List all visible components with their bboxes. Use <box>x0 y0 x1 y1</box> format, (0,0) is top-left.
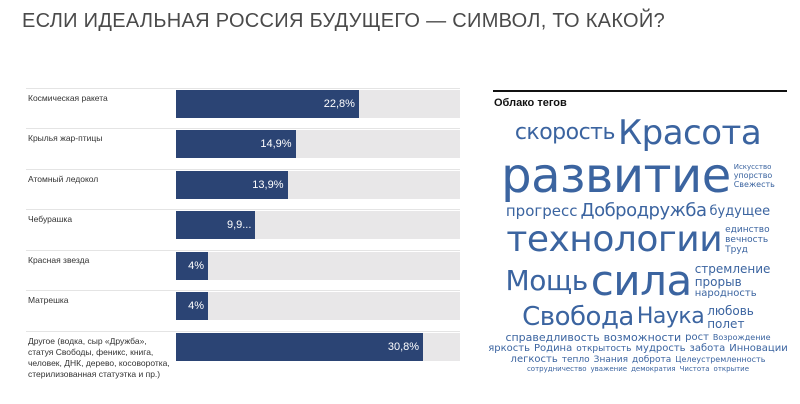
tag-word: возможности <box>603 331 682 344</box>
tag-word: единство <box>725 224 770 235</box>
tag-cloud-row: развитие Искусство упорство Свежесть <box>488 152 788 200</box>
bar-track: 22,8% <box>176 90 460 118</box>
data-label: 9,9... <box>226 219 252 231</box>
tag-word: народность <box>694 288 757 299</box>
category-label: Космическая ракета <box>28 93 108 103</box>
tag-cloud-row: прогресс Добродружба будущее <box>488 202 788 220</box>
tag-cloud-row: справедливость возможности рост Возрожде… <box>488 332 788 373</box>
bar-track: 4% <box>176 292 460 320</box>
tag-word: скорость <box>514 120 616 145</box>
category-label: Красная звезда <box>28 255 90 265</box>
tag-cloud-column: любовь полет <box>707 305 754 330</box>
bar: 4% <box>176 292 209 320</box>
data-label: 30,8% <box>387 341 420 353</box>
tag-word: мудрость <box>635 343 686 354</box>
tag-word: развитие <box>501 148 731 204</box>
tag-cloud-title: Облако тегов <box>494 97 567 109</box>
bar-row: Матрешка 4% <box>26 290 460 320</box>
data-label: 4% <box>188 260 205 272</box>
tag-word: сотрудничество <box>526 365 587 373</box>
tag-cloud-column: единство вечность Труд <box>725 224 770 255</box>
category-label: Матрешка <box>28 295 69 305</box>
bar-row: Атомный ледокол 13,9% <box>26 169 460 199</box>
tag-word: технологии <box>506 219 723 260</box>
category-label: Чебурашка <box>28 214 73 224</box>
tag-word: тепло <box>561 354 590 365</box>
bar-row: Красная звезда 4% <box>26 250 460 280</box>
tag-cloud-row: Мощь сила стремление прорыв народность <box>488 260 788 302</box>
tag-word: забота <box>689 343 726 354</box>
tag-word: уважение <box>590 365 628 373</box>
tag-word: прорыв <box>694 275 742 289</box>
data-label: 4% <box>188 300 205 312</box>
tag-word: стремление <box>694 262 771 276</box>
tag-word: Чистота <box>679 365 710 373</box>
tag-word: Свобода <box>522 302 634 332</box>
tag-word: Родина <box>534 343 573 354</box>
tag-word: сила <box>590 256 692 305</box>
tag-word: легкость <box>510 354 558 365</box>
tag-word: Добродружба <box>580 200 707 221</box>
tag-cloud-column: стремление прорыв народность <box>695 263 771 299</box>
tag-word: Искусство <box>733 162 772 171</box>
tag-cloud-row: скорость Красота <box>488 116 788 150</box>
category-label: Крылья жар-птицы <box>28 133 103 143</box>
tag-word: доброта <box>632 354 672 365</box>
page-title: ЕСЛИ ИДЕАЛЬНАЯ РОССИЯ БУДУЩЕГО — СИМВОЛ,… <box>22 10 666 32</box>
bar-row: Космическая ракета 22,8% <box>26 88 460 118</box>
bar-row: Чебурашка 9,9... <box>26 209 460 239</box>
bar: 13,9% <box>176 171 288 199</box>
bar: 22,8% <box>176 90 359 118</box>
tag-cloud: скорость Красота развитие Искусство упор… <box>488 116 788 373</box>
bar-track: 30,8% <box>176 333 460 361</box>
tag-word: Мощь <box>505 264 589 297</box>
tag-word: открытие <box>713 365 750 373</box>
tag-word: полет <box>707 316 745 331</box>
bar: 14,9% <box>176 130 296 158</box>
divider <box>493 90 787 92</box>
bar: 9,9... <box>176 211 256 239</box>
tag-word: будущее <box>709 203 771 219</box>
bar-track: 4% <box>176 252 460 280</box>
tag-word: Знания <box>593 354 628 365</box>
bar-track: 13,9% <box>176 171 460 199</box>
tag-word: яркость <box>488 343 530 354</box>
tag-word: Инновации <box>729 343 788 354</box>
tag-word: рост <box>685 331 709 343</box>
tag-word: справедливость <box>505 331 600 344</box>
category-label: Атомный ледокол <box>28 174 99 184</box>
tag-cloud-column: Искусство упорство Свежесть <box>733 162 775 189</box>
tag-word: Свежесть <box>733 179 775 189</box>
tag-cloud-row: Свобода Наука любовь полет <box>488 304 788 330</box>
data-label: 22,8% <box>323 98 355 110</box>
bar-track: 14,9% <box>176 130 460 158</box>
tag-word: любовь <box>707 303 754 318</box>
bar-track: 9,9... <box>176 211 460 239</box>
bar-row: Крылья жар-птицы 14,9% <box>26 128 460 158</box>
tag-word: открытость <box>576 343 632 354</box>
tag-word: Целеустремленность <box>675 355 766 364</box>
tag-word: вечность <box>725 234 769 245</box>
tag-word: Наука <box>636 304 705 329</box>
bar-row: Другое (водка, сыр «Дружба», статуя Своб… <box>26 331 460 379</box>
tag-word: упорство <box>733 170 773 180</box>
tag-word: Возрождение <box>712 332 771 342</box>
tag-word: демократия <box>631 365 676 373</box>
bar: 4% <box>176 252 209 280</box>
tag-word: Красота <box>617 113 762 153</box>
data-label: 14,9% <box>260 138 292 150</box>
category-label: Другое (водка, сыр «Дружба», статуя Своб… <box>28 336 170 379</box>
tag-cloud-row: технологии единство вечность Труд <box>488 222 788 258</box>
tag-word: Труд <box>725 244 748 255</box>
tag-word: прогресс <box>505 201 578 220</box>
data-label: 13,9% <box>252 179 284 191</box>
bar: 30,8% <box>176 333 424 361</box>
